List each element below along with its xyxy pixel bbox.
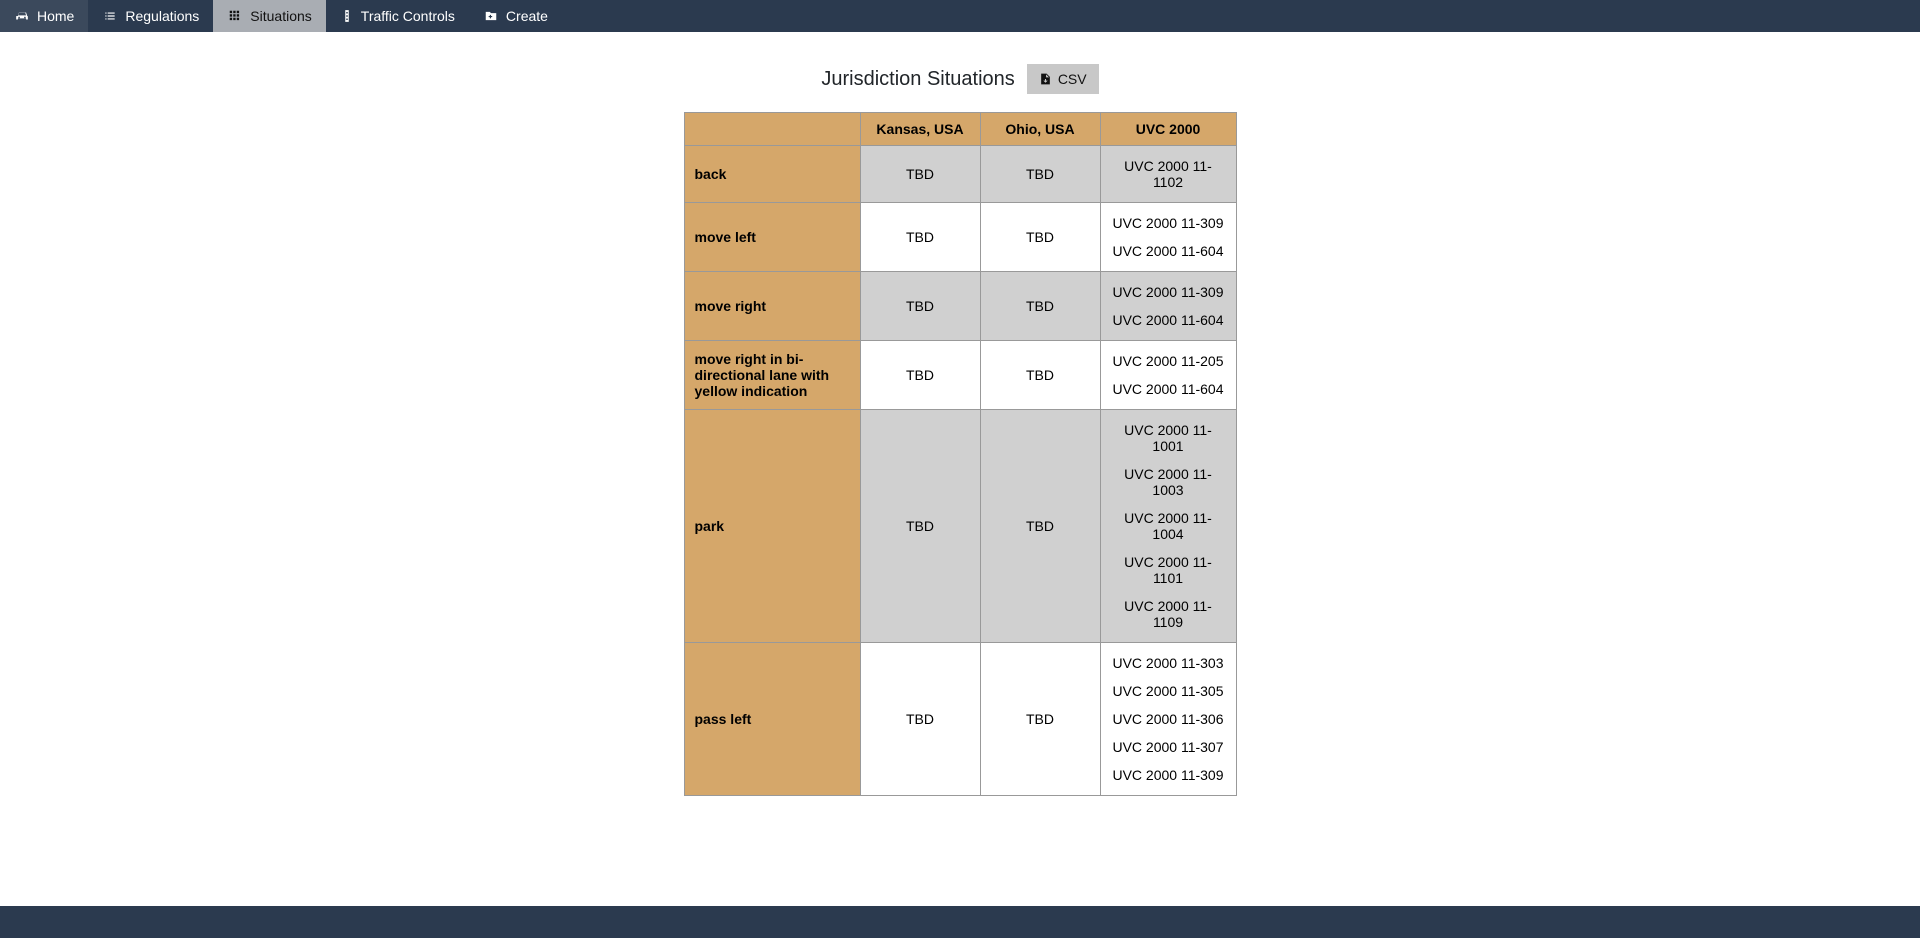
regulation-link[interactable]: UVC 2000 11-305	[1112, 683, 1223, 699]
table-row: move rightTBDTBDUVC 2000 11-309UVC 2000 …	[684, 272, 1236, 341]
row-label: back	[684, 146, 860, 203]
ref-list: UVC 2000 11-1102	[1111, 154, 1226, 194]
table-body: backTBDTBDUVC 2000 11-1102move leftTBDTB…	[684, 146, 1236, 796]
ref-list: UVC 2000 11-205 UVC 2000 11-604	[1111, 349, 1226, 401]
nav-traffic-controls-label: Traffic Controls	[361, 8, 455, 24]
ref-list: UVC 2000 11-309 UVC 2000 11-604	[1111, 211, 1226, 263]
regulation-link[interactable]: UVC 2000 11-205	[1112, 353, 1223, 369]
main-scroll-area[interactable]: Jurisdiction Situations CSV Kansas, USA …	[0, 32, 1920, 906]
nav-traffic-controls[interactable]: Traffic Controls	[326, 0, 469, 32]
col-header-blank	[684, 113, 860, 146]
ref-list: UVC 2000 11-1001 UVC 2000 11-1003 UVC 2000…	[1111, 418, 1226, 634]
car-icon	[14, 9, 30, 23]
nav-regulations-label: Regulations	[125, 8, 199, 24]
data-cell: TBD	[860, 341, 980, 410]
refs-cell: UVC 2000 11-309 UVC 2000 11-604	[1100, 272, 1236, 341]
data-cell: TBD	[980, 410, 1100, 643]
list-icon	[102, 9, 118, 23]
data-cell: TBD	[980, 146, 1100, 203]
data-cell: TBD	[980, 643, 1100, 796]
regulation-link[interactable]: UVC 2000 11-1003	[1111, 466, 1226, 498]
nav-situations-label: Situations	[250, 8, 311, 24]
ref-list: UVC 2000 11-309 UVC 2000 11-604	[1111, 280, 1226, 332]
folder-icon	[483, 9, 499, 23]
csv-button-label: CSV	[1058, 71, 1087, 87]
situations-table: Kansas, USA Ohio, USA UVC 2000 backTBDTB…	[684, 112, 1237, 796]
row-label: move left	[684, 203, 860, 272]
row-label: pass left	[684, 643, 860, 796]
regulation-link[interactable]: UVC 2000 11-309	[1112, 215, 1223, 231]
table-row: move leftTBDTBDUVC 2000 11-309UVC 2000 1…	[684, 203, 1236, 272]
refs-cell: UVC 2000 11-1001 UVC 2000 11-1003 UVC 2000…	[1100, 410, 1236, 643]
top-navbar: Home Regulations Situations Traffic Cont…	[0, 0, 1920, 32]
regulation-link[interactable]: UVC 2000 11-306	[1112, 711, 1223, 727]
regulation-link[interactable]: UVC 2000 11-604	[1112, 381, 1223, 397]
data-cell: TBD	[980, 203, 1100, 272]
regulation-link[interactable]: UVC 2000 11-1101	[1111, 554, 1226, 586]
page-title: Jurisdiction Situations	[821, 68, 1014, 91]
regulation-link[interactable]: UVC 2000 11-1102	[1111, 158, 1226, 190]
footer-bar	[0, 906, 1920, 938]
data-cell: TBD	[860, 410, 980, 643]
data-cell: TBD	[860, 272, 980, 341]
data-cell: TBD	[860, 146, 980, 203]
grid-icon	[227, 9, 243, 23]
regulation-link[interactable]: UVC 2000 11-309	[1112, 767, 1223, 783]
refs-cell: UVC 2000 11-309 UVC 2000 11-604	[1100, 203, 1236, 272]
regulation-link[interactable]: UVC 2000 11-307	[1112, 739, 1223, 755]
main-content: Jurisdiction Situations CSV Kansas, USA …	[0, 32, 1920, 836]
title-row: Jurisdiction Situations CSV	[821, 64, 1098, 94]
refs-cell: UVC 2000 11-303 UVC 2000 11-305 UVC 2000 1…	[1100, 643, 1236, 796]
refs-cell: UVC 2000 11-1102	[1100, 146, 1236, 203]
regulation-link[interactable]: UVC 2000 11-303	[1112, 655, 1223, 671]
nav-home[interactable]: Home	[0, 0, 88, 32]
table-header: Kansas, USA Ohio, USA UVC 2000	[684, 113, 1236, 146]
data-cell: TBD	[980, 341, 1100, 410]
traffic-icon	[340, 9, 354, 23]
table-row: move right in bi-directional lane with y…	[684, 341, 1236, 410]
row-label: park	[684, 410, 860, 643]
col-header-uvc: UVC 2000	[1100, 113, 1236, 146]
refs-cell: UVC 2000 11-205 UVC 2000 11-604	[1100, 341, 1236, 410]
data-cell: TBD	[860, 203, 980, 272]
nav-create-label: Create	[506, 8, 548, 24]
nav-create[interactable]: Create	[469, 0, 562, 32]
csv-export-button[interactable]: CSV	[1027, 64, 1099, 94]
ref-list: UVC 2000 11-303 UVC 2000 11-305 UVC 2000 1…	[1111, 651, 1226, 787]
table-row: backTBDTBDUVC 2000 11-1102	[684, 146, 1236, 203]
regulation-link[interactable]: UVC 2000 11-309	[1112, 284, 1223, 300]
data-cell: TBD	[860, 643, 980, 796]
nav-situations[interactable]: Situations	[213, 0, 325, 32]
data-cell: TBD	[980, 272, 1100, 341]
regulation-link[interactable]: UVC 2000 11-604	[1112, 243, 1223, 259]
nav-home-label: Home	[37, 8, 74, 24]
table-row: parkTBDTBDUVC 2000 11-1001UVC 2000 11-10…	[684, 410, 1236, 643]
row-label: move right	[684, 272, 860, 341]
col-header-ohio: Ohio, USA	[980, 113, 1100, 146]
regulation-link[interactable]: UVC 2000 11-1001	[1111, 422, 1226, 454]
regulation-link[interactable]: UVC 2000 11-604	[1112, 312, 1223, 328]
row-label: move right in bi-directional lane with y…	[684, 341, 860, 410]
regulation-link[interactable]: UVC 2000 11-1109	[1111, 598, 1226, 630]
file-download-icon	[1039, 71, 1052, 87]
nav-regulations[interactable]: Regulations	[88, 0, 213, 32]
table-row: pass leftTBDTBDUVC 2000 11-303UVC 2000 1…	[684, 643, 1236, 796]
col-header-kansas: Kansas, USA	[860, 113, 980, 146]
regulation-link[interactable]: UVC 2000 11-1004	[1111, 510, 1226, 542]
